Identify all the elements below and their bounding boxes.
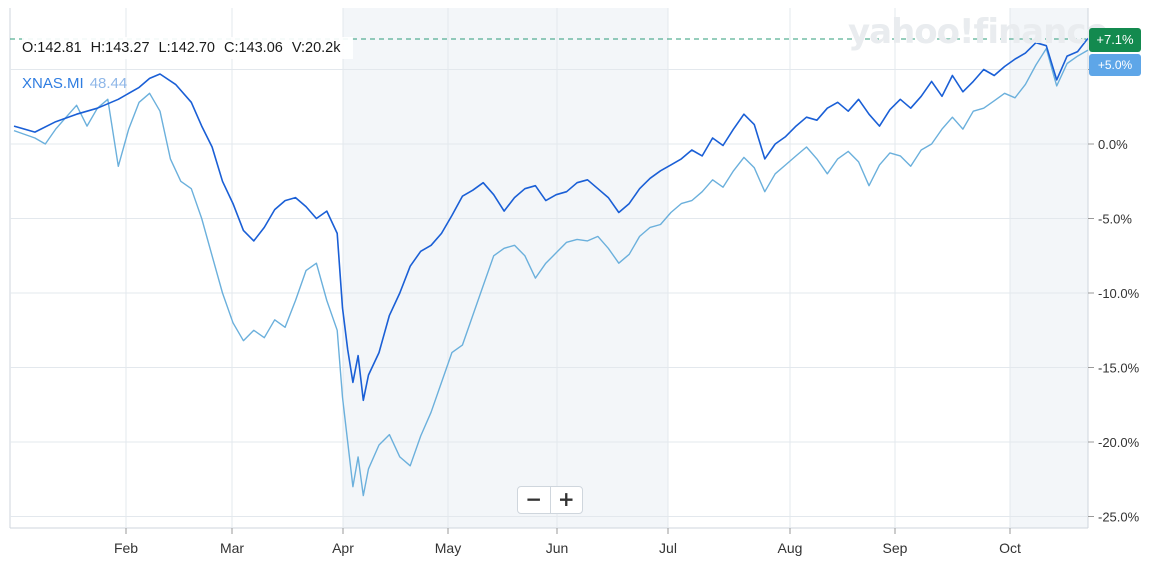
high-value: H:143.27: [90, 40, 150, 56]
low-value: L:142.70: [158, 40, 215, 56]
y-tick-label-4: -15.0%: [1098, 361, 1140, 376]
x-tick-label-apr: Apr: [332, 540, 354, 556]
zoom-out-button[interactable]: −: [518, 487, 551, 513]
background-layer: [343, 8, 1088, 528]
grid-layer: [9, 8, 1089, 529]
y-tick-label-3: -10.0%: [1098, 286, 1140, 301]
y-tick-label-2: -5.0%: [1098, 212, 1132, 227]
comparison-legend[interactable]: XNAS.MI 48.44: [22, 75, 127, 92]
x-tick-label-feb: Feb: [114, 540, 138, 556]
y-tick-label-5: -20.0%: [1098, 435, 1140, 450]
comparison-last-badge: +5.0%: [1089, 54, 1141, 76]
shaded-band-0: [343, 8, 668, 528]
volume-value: V:20.2k: [291, 40, 341, 56]
close-value: C:143.06: [223, 40, 283, 56]
watermark-logo: yahoo!finance: [848, 12, 1109, 52]
x-tick-label-may: May: [435, 540, 461, 556]
zoom-in-button[interactable]: +: [557, 487, 575, 511]
x-tick-label-mar: Mar: [220, 540, 244, 556]
series-line-0: [13, 37, 1089, 402]
shaded-band-1: [1010, 8, 1088, 528]
ohlc-readout: O:142.81 H:143.27 L:142.70 C:143.06 V:20.2k: [22, 37, 354, 59]
y-tick-label-6: -25.0%: [1098, 510, 1140, 525]
zoom-controls: − +: [517, 486, 583, 514]
comparison-value: 48.44: [89, 75, 128, 92]
x-tick-label-sep: Sep: [883, 540, 908, 556]
series-layer: [13, 37, 1089, 497]
x-tick-label-jun: Jun: [546, 540, 569, 556]
x-tick-label-aug: Aug: [778, 540, 803, 556]
last-value-badge: +7.1%: [1089, 28, 1141, 52]
open-value: O:142.81: [22, 40, 82, 56]
y-tick-label-1: 0.0%: [1098, 137, 1128, 152]
x-tick-label-oct: Oct: [999, 540, 1021, 556]
comparison-symbol[interactable]: XNAS.MI: [22, 75, 84, 92]
x-tick-label-jul: Jul: [659, 540, 677, 556]
series-line-1: [13, 47, 1089, 497]
